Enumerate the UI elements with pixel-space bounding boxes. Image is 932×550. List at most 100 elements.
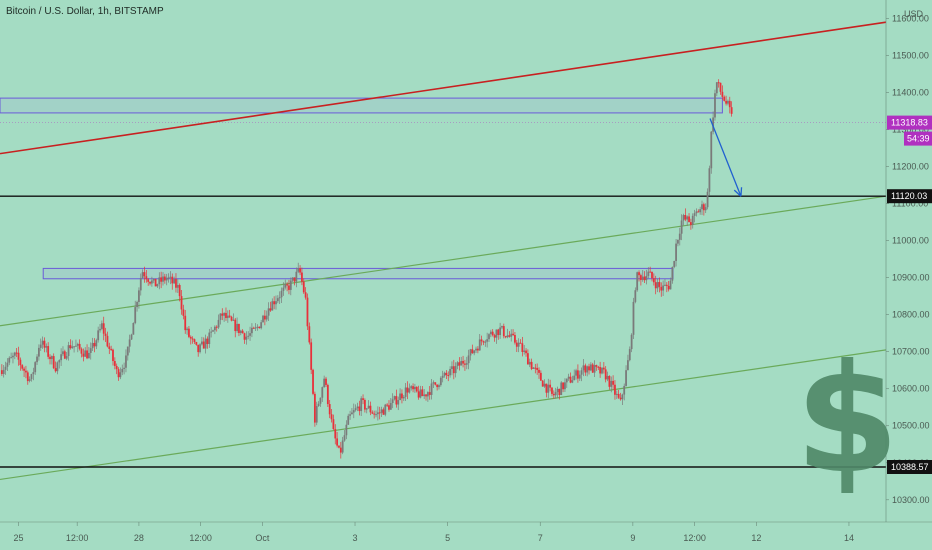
candle-body: [506, 335, 509, 338]
candle-body: [662, 285, 665, 291]
candle-body: [141, 272, 144, 279]
candle-body: [680, 220, 683, 234]
candle-body: [414, 386, 416, 390]
candle-body: [689, 222, 692, 225]
candle-body: [556, 388, 559, 393]
candle-body: [547, 384, 550, 393]
candle-body: [204, 338, 207, 349]
candle-body: [610, 380, 613, 387]
candle-body: [649, 271, 652, 273]
candle-body: [351, 412, 353, 415]
candle-body: [597, 366, 600, 368]
candle-body: [219, 313, 222, 320]
candle-body: [152, 278, 155, 281]
candle-body: [299, 268, 301, 273]
candle-body: [297, 268, 300, 272]
candle-body: [43, 340, 46, 348]
candle-body: [699, 209, 702, 213]
candle-body: [558, 388, 561, 396]
candle-body: [388, 405, 390, 410]
candle-body: [112, 349, 114, 362]
candle-body: [188, 328, 190, 337]
candle-body: [213, 326, 216, 331]
candle-body: [386, 404, 389, 406]
candle-body: [339, 447, 342, 453]
candle-body: [226, 315, 229, 319]
candle-body: [182, 309, 185, 316]
candle-body: [295, 271, 298, 282]
candle-body: [34, 362, 37, 373]
candle-body: [647, 271, 650, 276]
candle-body: [345, 424, 348, 436]
candle-body: [562, 382, 564, 390]
candle-body: [360, 398, 363, 412]
candle-body: [488, 334, 490, 340]
candle-body: [615, 393, 618, 395]
candle-body: [225, 312, 227, 319]
projection-arrow: [709, 118, 742, 197]
candle-body: [578, 374, 581, 379]
candle-body: [175, 279, 177, 288]
x-tick-label: 25: [14, 533, 24, 543]
candle-body: [384, 404, 387, 415]
candle-body: [6, 362, 9, 367]
candle-body: [514, 334, 516, 343]
candle-body: [23, 368, 25, 371]
resistance-zone-top: [0, 97, 723, 114]
projection-arrow-head: [733, 189, 742, 197]
support-lower-tag: [887, 459, 932, 474]
candle-body: [301, 272, 303, 282]
candle-body: [139, 278, 142, 291]
y-axis-unit: USD: [904, 9, 924, 19]
candle-body: [341, 440, 344, 453]
channel-lower-line: [0, 349, 887, 481]
candle-body: [358, 406, 361, 412]
x-tick-label: 12:00: [66, 533, 89, 543]
candle-body: [523, 350, 526, 352]
candle-body: [217, 319, 220, 328]
candle-body: [4, 366, 7, 370]
x-tick-label: 12:00: [189, 533, 212, 543]
candle-body: [528, 361, 531, 365]
candle-body: [263, 315, 266, 320]
candle-body: [19, 359, 22, 366]
candle-body: [30, 374, 33, 380]
candle-body: [276, 298, 279, 302]
candle-body: [162, 276, 164, 282]
candle-body: [171, 276, 174, 284]
candle-body: [636, 272, 639, 291]
candle-body: [158, 277, 161, 285]
projection-arrow-head: [740, 187, 743, 197]
candle-body: [15, 352, 18, 354]
candle-body: [143, 272, 146, 277]
candle-body: [100, 323, 103, 329]
candle-body: [325, 378, 327, 385]
candle-body: [567, 376, 570, 379]
candle-body: [395, 396, 398, 405]
candle-body: [63, 351, 66, 359]
candle-body: [684, 215, 687, 220]
candle-body: [508, 335, 511, 337]
candle-body: [410, 386, 413, 389]
candle-body: [232, 319, 235, 321]
candle-body: [260, 322, 263, 329]
candle-body: [113, 361, 116, 366]
candle-body: [723, 96, 726, 101]
candle-body: [71, 346, 74, 349]
candle-body: [504, 336, 507, 338]
current-price-tag-text: 11318.83: [891, 118, 928, 128]
candle-body: [128, 339, 131, 347]
candle-body: [536, 367, 539, 370]
candle-body: [697, 211, 700, 213]
candle-body: [0, 370, 3, 374]
candle-body: [126, 346, 129, 356]
candle-body: [212, 330, 214, 332]
candle-body: [604, 369, 607, 380]
candle-body: [88, 352, 90, 359]
candle-body: [584, 365, 587, 373]
candle-body: [369, 405, 372, 413]
candle-body: [632, 301, 635, 335]
candle-body: [163, 276, 166, 281]
candle-body: [510, 333, 513, 337]
